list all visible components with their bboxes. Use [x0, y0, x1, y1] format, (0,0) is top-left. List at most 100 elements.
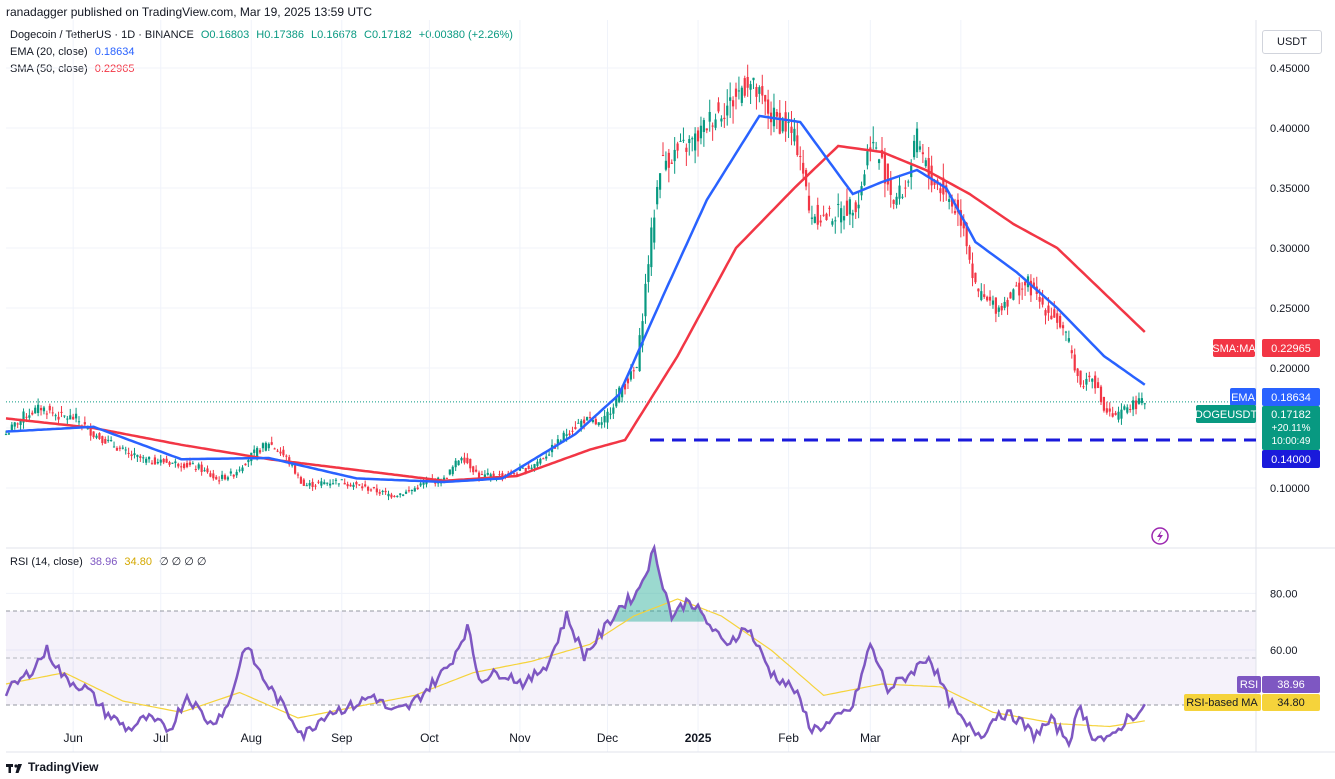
candle-body: [323, 482, 326, 485]
candle-body: [796, 135, 799, 156]
candle-body: [396, 495, 399, 497]
currency-selector[interactable]: USDT: [1262, 30, 1322, 54]
candle-body: [1088, 375, 1091, 378]
candle-body: [553, 447, 557, 449]
candle-body: [159, 459, 162, 463]
candle-body: [1079, 370, 1082, 385]
candle-body: [486, 472, 489, 475]
candle-body: [235, 471, 238, 476]
candle-body: [556, 439, 559, 445]
candle-body: [156, 462, 159, 464]
candle-body: [603, 415, 606, 423]
candle-body: [390, 494, 393, 498]
candle-body: [834, 220, 837, 222]
candle-body: [1053, 309, 1056, 318]
candle-body: [924, 160, 927, 167]
candle-body: [988, 296, 992, 301]
candle-body: [273, 448, 276, 450]
candle-body: [819, 220, 822, 223]
candle-body: [512, 473, 516, 475]
candle-body: [913, 140, 916, 158]
candle-body: [188, 462, 192, 465]
candle-body: [904, 187, 907, 189]
rsi-ma-value-label: RSI-based MA 34.80: [1184, 694, 1320, 711]
candle-body: [185, 462, 189, 468]
candle-body: [1021, 288, 1024, 290]
lightning-icon[interactable]: [1151, 527, 1169, 545]
candle-body: [311, 481, 314, 487]
candle-body: [880, 149, 884, 158]
candle-body: [480, 474, 484, 476]
candle-body: [650, 227, 653, 268]
candle-body: [901, 196, 904, 198]
candle-body: [98, 433, 101, 439]
candle-body: [31, 412, 34, 415]
candle-body: [457, 460, 460, 466]
candle-body: [930, 165, 933, 186]
candle-body: [968, 246, 971, 260]
candle-body: [1091, 378, 1094, 382]
candle-body: [285, 455, 288, 457]
candle-body: [886, 163, 889, 185]
candle-body: [845, 200, 849, 216]
candle-body: [1000, 305, 1003, 311]
candle-body: [714, 119, 717, 128]
candle-body: [983, 294, 986, 297]
candle-body: [343, 482, 346, 485]
ema-legend: EMA (20, close) 0.18634: [10, 46, 134, 58]
last-label-value: 0.17182: [1271, 409, 1311, 421]
candle-body: [63, 415, 66, 417]
candle-body: [857, 204, 860, 209]
candle-body: [422, 482, 425, 485]
candle-body: [165, 458, 168, 463]
sma-50-line: [5, 144, 1146, 483]
candle-body: [168, 462, 171, 465]
candle-body: [124, 449, 127, 451]
candle-body: [991, 300, 995, 305]
candle-body: [442, 477, 446, 481]
candle-body: [682, 139, 685, 141]
candle-body: [863, 174, 866, 186]
candle-body: [72, 416, 75, 420]
candle-body: [518, 468, 522, 471]
candle-body: [679, 140, 682, 142]
candle-body: [54, 415, 57, 417]
candle-body: [816, 204, 819, 225]
candle-body: [127, 452, 130, 454]
candle-body: [1137, 398, 1141, 404]
rsi-legend-value: 38.96: [89, 556, 118, 568]
candle-body: [720, 118, 723, 122]
candle-body: [483, 474, 486, 478]
candle-body: [349, 484, 352, 487]
candle-body: [810, 217, 814, 219]
time-tick-label: Aug: [241, 731, 262, 745]
candle-body: [571, 430, 574, 432]
candle-body: [1044, 310, 1047, 316]
candle-body: [831, 221, 834, 225]
candle-body: [4, 434, 8, 436]
ema-20-line: [5, 114, 1146, 484]
candle-body: [162, 458, 165, 463]
candle-body: [1132, 400, 1135, 410]
candle-body: [889, 178, 892, 195]
candle-body: [1070, 350, 1073, 354]
candle-body: [562, 432, 565, 442]
ema-label-name: EMA: [1231, 392, 1256, 404]
candle-body: [206, 468, 209, 473]
candle-body: [460, 458, 463, 461]
candle-body: [948, 199, 951, 202]
candle-body: [635, 367, 638, 369]
candle-body: [915, 128, 919, 153]
candle-body: [223, 475, 227, 480]
candle-body: [145, 458, 148, 463]
candle-body: [837, 203, 840, 205]
candle-body: [974, 272, 977, 283]
candle-body: [615, 396, 618, 407]
candle-body: [977, 288, 980, 292]
symbol-title: Dogecoin / TetherUS · 1D · BINANCE: [10, 29, 194, 41]
candle-body: [1123, 406, 1126, 410]
candle-body: [118, 447, 121, 449]
support-price-label: 0.14000: [1262, 450, 1320, 468]
candle-body: [180, 466, 183, 468]
